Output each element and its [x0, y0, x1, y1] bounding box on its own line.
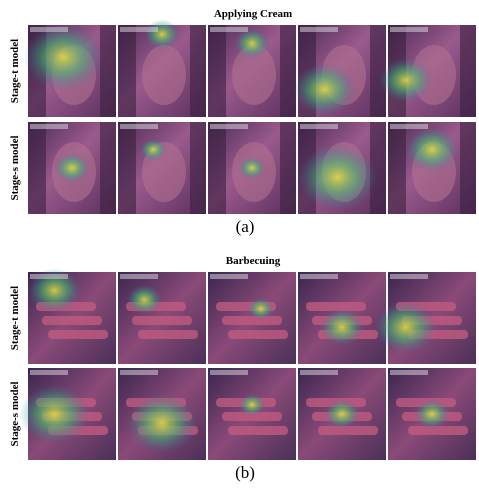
frame-tag	[30, 370, 68, 375]
heatmap	[298, 144, 377, 210]
heatmap	[140, 139, 166, 161]
sausage	[228, 426, 288, 435]
frame-tag	[120, 370, 158, 375]
sausage	[132, 316, 192, 325]
frame-tag	[120, 27, 158, 32]
hair	[208, 25, 226, 117]
frame-tag	[300, 27, 338, 32]
sausage	[48, 330, 108, 339]
hair	[100, 122, 116, 214]
frame-tag	[300, 124, 338, 129]
frame-tag	[390, 124, 428, 129]
frame-tag	[210, 124, 248, 129]
hair	[208, 122, 226, 214]
frame-tag	[210, 274, 248, 279]
heatmap	[144, 19, 179, 48]
heatmap	[294, 64, 356, 116]
sausage	[42, 316, 102, 325]
panel-title: Barbecuing	[226, 255, 281, 267]
row-label: Stage-t model	[9, 39, 21, 103]
content: Applying Cream Stage-t model Stage-s model…	[9, 8, 476, 482]
frame-tag	[300, 370, 338, 375]
heatmap	[320, 309, 364, 346]
hair	[388, 122, 406, 214]
heatmap	[414, 399, 449, 428]
figure: Applying Cream Stage-t model Stage-s model…	[0, 0, 479, 489]
hair	[28, 122, 46, 214]
frame-tag	[120, 124, 158, 129]
hair	[190, 122, 206, 214]
hair	[460, 122, 476, 214]
heatmap	[239, 394, 265, 416]
hair	[100, 25, 116, 117]
sausage	[222, 316, 282, 325]
frame-tag	[30, 27, 68, 32]
frame-tag	[390, 370, 428, 375]
heatmap	[19, 385, 89, 444]
panel-title: Applying Cream	[214, 8, 292, 20]
sausage	[228, 330, 288, 339]
heatmap	[54, 153, 89, 182]
hair	[460, 25, 476, 117]
hair	[280, 25, 296, 117]
frame-tag	[390, 274, 428, 279]
heatmap	[379, 58, 432, 102]
row-label: Stage-t model	[9, 286, 21, 350]
heatmap	[127, 285, 162, 314]
heatmap	[324, 399, 359, 428]
frame-tag	[30, 124, 68, 129]
frame-tag	[210, 370, 248, 375]
heatmap	[127, 394, 197, 453]
frame-tag	[210, 27, 248, 32]
frame-tag	[390, 27, 428, 32]
hair	[190, 25, 206, 117]
panel-caption: (b)	[235, 463, 255, 482]
heatmap	[234, 29, 269, 58]
heatmap	[248, 298, 274, 320]
heatmap	[375, 301, 437, 353]
hair	[118, 122, 136, 214]
hair	[280, 122, 296, 214]
hair	[118, 25, 136, 117]
heatmap	[24, 24, 103, 90]
heatmap	[406, 128, 459, 172]
frame-tag	[300, 274, 338, 279]
sausage	[138, 330, 198, 339]
frame-tag	[30, 274, 68, 279]
face	[142, 45, 186, 105]
heatmap	[239, 157, 265, 179]
panel-caption: (a)	[236, 217, 255, 236]
row-label: Stage-s model	[9, 135, 21, 200]
frame-tag	[120, 274, 158, 279]
